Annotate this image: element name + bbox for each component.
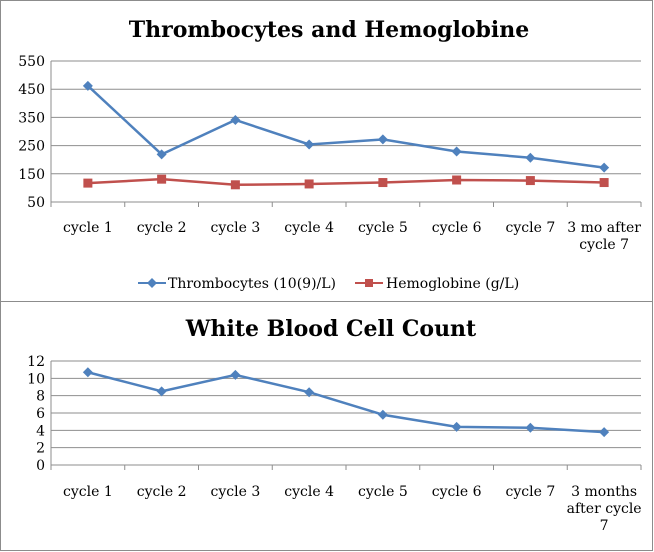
c2-ytick-label: 10 bbox=[27, 371, 45, 387]
c1-ytick-label: 250 bbox=[18, 139, 45, 155]
c2-xtick-label-line: cycle 4 bbox=[284, 484, 334, 500]
c1-point-square bbox=[599, 178, 609, 188]
legend-label-thrombocytes: Thrombocytes (10(9)/L) bbox=[168, 276, 336, 292]
c1-point-square bbox=[230, 180, 240, 190]
c2-point-diamond bbox=[156, 386, 167, 397]
c1-ytick-label: 150 bbox=[18, 167, 45, 183]
chart2-title: White Blood Cell Count bbox=[185, 316, 477, 342]
c1-xtick-label: cycle 3 bbox=[211, 220, 261, 236]
c1-xtick-label-line: cycle 6 bbox=[432, 220, 482, 236]
c2-ytick-label: 4 bbox=[36, 423, 45, 439]
c1-point-square bbox=[304, 179, 314, 189]
legend-marker-hemoglobine bbox=[365, 279, 373, 287]
c2-xtick-label-line: 7 bbox=[600, 518, 609, 534]
c2-xtick-label: cycle 3 bbox=[211, 484, 261, 500]
c2-point-diamond bbox=[82, 367, 93, 378]
c2-xtick-label-line: after cycle bbox=[567, 501, 642, 517]
c1-xtick-label-line: cycle 2 bbox=[137, 220, 187, 236]
c1-point-diamond bbox=[304, 139, 315, 150]
c1-xtick-label: cycle 4 bbox=[284, 220, 334, 236]
c2-ytick-label: 6 bbox=[36, 406, 45, 422]
c2-xtick-label: cycle 4 bbox=[284, 484, 334, 500]
c2-xtick-label: cycle 2 bbox=[137, 484, 187, 500]
c2-xtick-label-line: cycle 1 bbox=[63, 484, 113, 500]
c1-point-diamond bbox=[82, 80, 93, 91]
c1-xtick-label: cycle 5 bbox=[358, 220, 408, 236]
c1-xtick-label: cycle 7 bbox=[506, 220, 556, 236]
c2-xtick-label-line: cycle 2 bbox=[137, 484, 187, 500]
c2-xtick-label: cycle 5 bbox=[358, 484, 408, 500]
c1-xtick-label-line: cycle 7 bbox=[579, 237, 629, 253]
c1-xtick-label-line: 3 mo after bbox=[567, 220, 641, 236]
c1-xtick-label-line: cycle 3 bbox=[211, 220, 261, 236]
c2-point-diamond bbox=[451, 421, 462, 432]
c2-point-diamond bbox=[304, 387, 315, 398]
c2-xtick-label: cycle 6 bbox=[432, 484, 482, 500]
c1-point-square bbox=[452, 175, 462, 185]
c2-xtick-label: 3 months after cycle 7 bbox=[567, 484, 642, 534]
c1-point-diamond bbox=[377, 134, 388, 145]
c1-point-square bbox=[378, 178, 388, 188]
c2-point-diamond bbox=[230, 369, 241, 380]
c1-point-diamond bbox=[525, 152, 536, 163]
c1-xtick-label: 3 mo after cycle 7 bbox=[567, 220, 641, 253]
c1-point-diamond bbox=[156, 149, 167, 160]
c1-ytick-label: 450 bbox=[18, 82, 45, 98]
c2-xtick-label: cycle 1 bbox=[63, 484, 113, 500]
c1-point-diamond bbox=[451, 146, 462, 157]
chart1-svg: Thrombocytes and Hemoglobine 50 150 250 350… bbox=[18, 17, 642, 292]
c1-ytick-label: 50 bbox=[27, 195, 45, 211]
c1-xtick-label: cycle 2 bbox=[137, 220, 187, 236]
legend-label-hemoglobine: Hemoglobine (g/L) bbox=[386, 276, 519, 292]
c1-xtick-label-line: cycle 5 bbox=[358, 220, 408, 236]
chart1-legend: Thrombocytes (10(9)/L) Hemoglobine (g/L) bbox=[138, 276, 519, 292]
c2-ytick-label: 2 bbox=[36, 441, 45, 457]
thrombocytes-hemoglobine-chart: Thrombocytes and Hemoglobine 50 150 250 350… bbox=[0, 0, 653, 302]
c1-point-square bbox=[157, 174, 167, 184]
c2-point-diamond bbox=[525, 422, 536, 433]
c2-xtick-label-line: cycle 3 bbox=[211, 484, 261, 500]
c1-point-square bbox=[525, 176, 535, 186]
c2-xtick-label-line: cycle 7 bbox=[506, 484, 556, 500]
c1-xtick-label: cycle 1 bbox=[63, 220, 113, 236]
c1-series-line-0 bbox=[87, 84, 605, 169]
c1-xtick-label-line: cycle 7 bbox=[506, 220, 556, 236]
c2-xtick-label-line: cycle 6 bbox=[432, 484, 482, 500]
c2-ytick-label: 12 bbox=[27, 354, 45, 370]
c2-ytick-label: 0 bbox=[36, 458, 45, 474]
c1-xtick-label: cycle 6 bbox=[432, 220, 482, 236]
c1-point-diamond bbox=[230, 114, 241, 125]
c2-point-diamond bbox=[599, 427, 610, 438]
legend-marker-thrombocytes bbox=[147, 278, 157, 288]
c2-ytick-label: 8 bbox=[36, 389, 45, 405]
chart1-title: Thrombocytes and Hemoglobine bbox=[129, 17, 530, 43]
c1-xtick-label-line: cycle 4 bbox=[284, 220, 334, 236]
c2-xtick-label: cycle 7 bbox=[506, 484, 556, 500]
c1-point-square bbox=[83, 178, 93, 188]
c2-series-line-0 bbox=[87, 371, 605, 434]
c1-point-diamond bbox=[599, 162, 610, 173]
c2-point-diamond bbox=[377, 409, 388, 420]
c2-xtick-label-line: 3 months bbox=[571, 484, 637, 500]
c1-series-line-1 bbox=[87, 177, 605, 187]
c1-ytick-label: 350 bbox=[18, 110, 45, 126]
c1-ytick-label: 550 bbox=[18, 54, 45, 70]
c2-xtick-label-line: cycle 5 bbox=[358, 484, 408, 500]
c1-xtick-label-line: cycle 1 bbox=[63, 220, 113, 236]
white-blood-cell-chart: White Blood Cell Count 0 2 4 6 8 10 12 cycle 1… bbox=[0, 301, 653, 551]
